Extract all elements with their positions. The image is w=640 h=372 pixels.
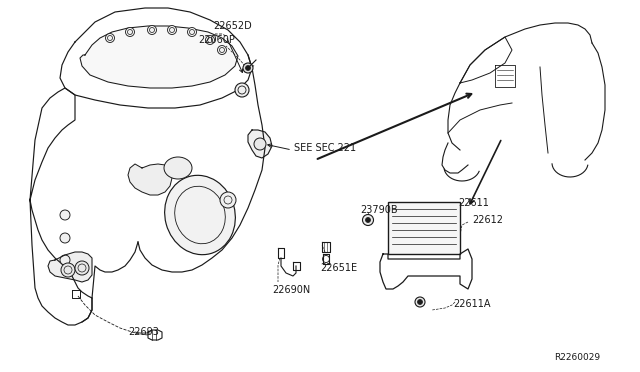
Polygon shape [48,252,92,282]
Text: 22690N: 22690N [272,285,310,295]
Polygon shape [128,164,172,195]
Circle shape [246,65,250,71]
Text: 22611A: 22611A [453,299,490,309]
Circle shape [362,215,374,225]
Circle shape [106,33,115,42]
Circle shape [168,26,177,35]
Circle shape [188,28,196,36]
Text: 22060P: 22060P [198,35,235,45]
Text: R2260029: R2260029 [554,353,600,362]
Circle shape [254,138,266,150]
Circle shape [417,299,422,305]
Circle shape [205,35,214,45]
Text: 22693: 22693 [128,327,159,337]
Circle shape [60,255,70,265]
Circle shape [75,261,89,275]
Text: 22652D: 22652D [213,21,252,31]
Circle shape [147,26,157,35]
Circle shape [218,45,227,55]
Circle shape [415,297,425,307]
Circle shape [365,218,371,222]
Polygon shape [80,26,238,88]
Ellipse shape [164,175,236,255]
Circle shape [243,63,253,73]
Circle shape [220,192,236,208]
Text: 23790B: 23790B [360,205,397,215]
Bar [388,202,460,254]
Text: SEE SEC.221: SEE SEC.221 [294,143,356,153]
Circle shape [60,210,70,220]
Circle shape [125,28,134,36]
Ellipse shape [164,157,192,179]
Polygon shape [248,130,272,158]
Circle shape [60,233,70,243]
Text: 22611: 22611 [458,198,489,208]
Circle shape [235,83,249,97]
Text: 22612: 22612 [472,215,503,225]
Text: 22651E: 22651E [320,263,357,273]
Circle shape [61,263,75,277]
